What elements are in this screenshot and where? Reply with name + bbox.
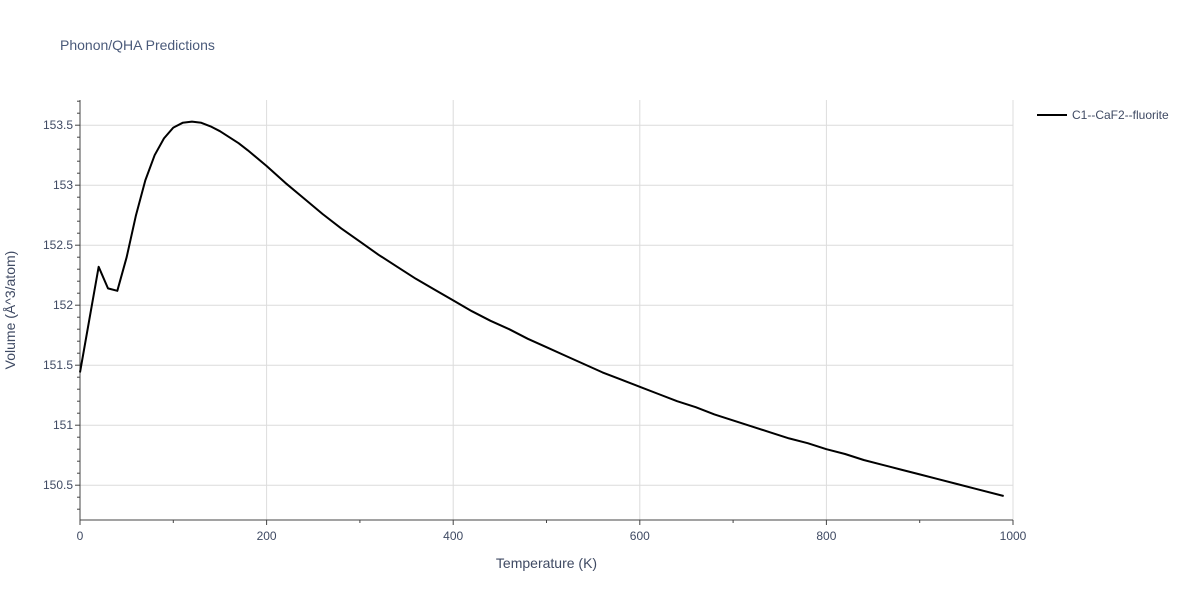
x-tick-label: 800 — [816, 529, 836, 543]
y-tick-label: 151 — [53, 418, 73, 432]
series-line[interactable] — [79, 120, 1004, 497]
y-tick-label: 150.5 — [43, 478, 73, 492]
legend-label: C1--CaF2--fluorite — [1072, 108, 1169, 122]
legend[interactable]: C1--CaF2--fluorite — [1037, 108, 1169, 122]
x-axis-label: Temperature (K) — [496, 555, 597, 571]
axes: 0 200 400 600 800 1000 150.5 151 151.5 152 152.5 15… — [43, 100, 1027, 543]
x-tick-label: 600 — [630, 529, 650, 543]
y-axis-label: Volume (Å^3/atom) — [2, 251, 18, 370]
series-layer — [79, 120, 1004, 497]
y-tick-label: 153 — [53, 178, 73, 192]
y-tick-label: 153.5 — [43, 118, 73, 132]
grid — [80, 100, 1014, 520]
y-tick-label: 152.5 — [43, 238, 73, 252]
x-tick-label: 400 — [443, 529, 463, 543]
chart-title: Phonon/QHA Predictions — [60, 37, 215, 53]
x-tick-label: 0 — [77, 529, 84, 543]
x-tick-label: 200 — [257, 529, 277, 543]
y-tick-label: 152 — [53, 298, 73, 312]
x-tick-label: 1000 — [1000, 529, 1027, 543]
y-tick-label: 151.5 — [43, 358, 73, 372]
